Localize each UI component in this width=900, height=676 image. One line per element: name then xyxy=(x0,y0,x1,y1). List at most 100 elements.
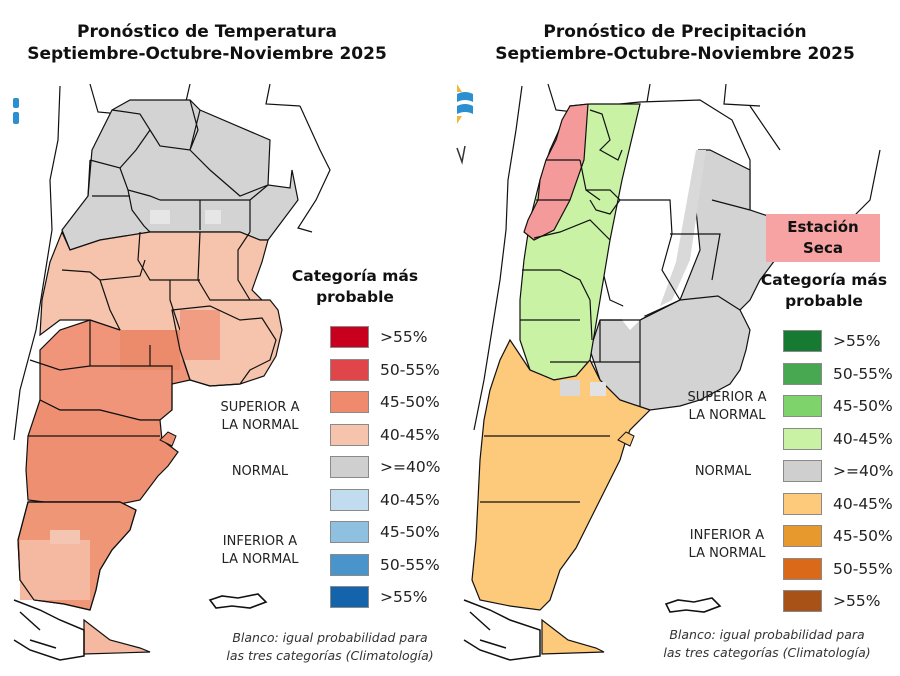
group-label-normal: NORMAL xyxy=(231,464,289,479)
logo-icon xyxy=(455,82,477,176)
legend-label: 50-55% xyxy=(380,360,440,379)
legend-swatch-below xyxy=(783,492,822,515)
chile-border-line xyxy=(473,85,523,431)
legend-title-line1: Categoría más xyxy=(760,271,888,289)
legend-swatch-above xyxy=(330,326,369,348)
province-borders-north xyxy=(520,109,751,341)
group-label-below: INFERIOR A LA NORMAL xyxy=(205,533,315,569)
legend-label: 50-55% xyxy=(833,364,893,383)
precipitation-forecast-panel: Pronóstico de Precipitación Septiembre-O… xyxy=(450,0,900,676)
province-borders-pampa xyxy=(29,320,173,410)
legend-label: 40-45% xyxy=(380,425,440,444)
legend-swatch-below xyxy=(783,557,822,580)
legend-swatch-below xyxy=(330,553,369,576)
temperature-forecast-panel: Pronóstico de Temperatura Septiembre-Oct… xyxy=(12,22,450,665)
map-region-center xyxy=(39,230,283,387)
group-label-above-line1: SUPERIOR A xyxy=(220,400,300,415)
map-region-north-white-strip xyxy=(622,110,698,330)
province-borders-center xyxy=(61,231,262,350)
note-line2: las tres categorías (Climatología) xyxy=(226,648,434,663)
legend-swatch-below xyxy=(330,521,369,543)
legend-title: Categoría más probable xyxy=(754,270,894,312)
legend-swatch-above xyxy=(783,362,822,385)
legend-swatch-below xyxy=(783,590,822,612)
map-region-patagonia xyxy=(471,338,652,611)
precipitation-subtitle: Septiembre-Octubre-Noviembre 2025 xyxy=(495,44,855,64)
precipitation-title: Pronóstico de Precipitación xyxy=(543,22,807,42)
group-label-normal: NORMAL xyxy=(694,464,752,479)
group-label-below-line2: LA NORMAL xyxy=(221,552,299,567)
legend-label: 45-50% xyxy=(833,527,893,545)
chile-border-line xyxy=(13,85,61,441)
precipitation-map xyxy=(463,83,881,661)
uruguay-coast-line xyxy=(297,105,331,233)
group-label-above-line1: SUPERIOR A xyxy=(687,390,767,405)
legend-swatch-below xyxy=(330,586,369,608)
falkland-islands xyxy=(208,593,268,609)
legend-label: >55% xyxy=(380,588,428,606)
legend-label: >=40% xyxy=(380,458,441,476)
group-label-below-line1: INFERIOR A xyxy=(222,534,298,549)
peninsula-valdes xyxy=(159,431,177,447)
map-region-chubut xyxy=(25,399,179,505)
uruguay-coast-line xyxy=(749,105,881,221)
legend-label: 45-50% xyxy=(380,393,440,411)
temperature-subtitle: Septiembre-Octubre-Noviembre 2025 xyxy=(27,44,387,64)
map-region-tierra-del-fuego xyxy=(83,618,151,655)
buenos-aires-outline xyxy=(171,305,277,387)
province-borders-north xyxy=(87,99,269,233)
legend-swatch-normal xyxy=(330,456,369,478)
province-borders-center xyxy=(550,295,741,410)
note-line1: Blanco: igual probabilidad para xyxy=(232,630,428,645)
falkland-islands xyxy=(664,597,722,613)
legend-swatch-below xyxy=(330,488,369,511)
group-label-above: SUPERIOR A LA NORMAL xyxy=(205,399,315,435)
group-label-above: SUPERIOR A LA NORMAL xyxy=(672,389,782,425)
legend-swatch-above xyxy=(783,427,822,450)
group-label-below: INFERIOR A LA NORMAL xyxy=(672,527,782,563)
legend-title-line2: probable xyxy=(785,292,863,310)
legend-swatch-above xyxy=(330,391,369,413)
legend-label: >55% xyxy=(380,328,428,346)
dry-season-badge: Estación Seca xyxy=(766,214,880,262)
legend-label: 50-55% xyxy=(833,559,893,578)
map-region-north xyxy=(61,99,299,251)
group-label-above-line2: LA NORMAL xyxy=(688,408,766,423)
legend-title-line1: Categoría más xyxy=(291,267,419,285)
map-region-tierra-del-fuego xyxy=(541,618,605,655)
legend-label: >55% xyxy=(833,592,881,610)
group-label-below-line1: INFERIOR A xyxy=(689,528,765,543)
group-label-above-line2: LA NORMAL xyxy=(221,418,299,433)
gray-diagonal-band xyxy=(660,150,706,306)
temperature-map xyxy=(13,83,331,661)
legend-label: 40-45% xyxy=(833,429,893,448)
province-border-patagonia xyxy=(480,435,610,503)
group-label-below-line2: LA NORMAL xyxy=(688,546,766,561)
legend-label: 45-50% xyxy=(380,523,440,541)
legend-title: Categoría más probable xyxy=(290,266,420,308)
climatology-note: Blanco: igual probabilidad para las tres… xyxy=(195,629,450,665)
chile-archipelago xyxy=(13,599,85,661)
peninsula-valdes xyxy=(617,431,635,447)
logo-icon xyxy=(12,96,22,130)
legend-label: 40-45% xyxy=(833,494,893,513)
chile-archipelago xyxy=(463,599,541,661)
temperature-title: Pronóstico de Temperatura xyxy=(77,22,337,42)
dry-season-badge-line2: Seca xyxy=(803,239,843,257)
legend-title-line2: probable xyxy=(316,288,394,306)
note-line1: Blanco: igual probabilidad para xyxy=(669,627,865,642)
legend-label: >55% xyxy=(833,332,881,350)
legend-swatch-above xyxy=(783,395,822,417)
legend-swatch-above xyxy=(330,423,369,446)
legend-swatch-normal xyxy=(783,460,822,482)
legend-label: >=40% xyxy=(833,462,894,480)
legend-swatch-above xyxy=(783,330,822,352)
legend-swatch-below xyxy=(783,525,822,547)
legend-label: 50-55% xyxy=(380,555,440,574)
dry-season-badge-line1: Estación xyxy=(787,218,859,236)
legend-swatch-above xyxy=(330,358,369,381)
note-line2: las tres categorías (Climatología) xyxy=(663,645,871,660)
legend-label: 40-45% xyxy=(380,490,440,509)
legend-label: 45-50% xyxy=(833,397,893,415)
climatology-note: Blanco: igual probabilidad para las tres… xyxy=(632,626,900,662)
